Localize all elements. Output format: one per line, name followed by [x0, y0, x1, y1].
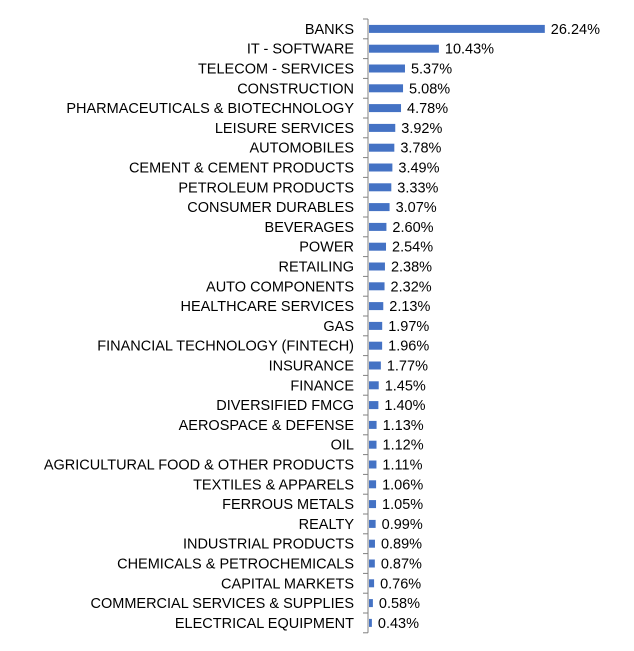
bar: [369, 519, 376, 528]
bar: [369, 559, 375, 568]
category-label: CAPITAL MARKETS: [221, 576, 354, 592]
bar: [369, 242, 387, 251]
category-label: CONSUMER DURABLES: [187, 200, 354, 216]
bar: [369, 321, 383, 330]
data-labels: 26.24% 10.43% 5.37% 5.08% 4.78% 3.92% 3.78% 3.4…: [378, 22, 600, 632]
bar: [369, 500, 377, 509]
bar: [369, 381, 379, 390]
category-label: DIVERSIFIED FMCG: [216, 398, 354, 414]
data-label: 2.32%: [391, 279, 432, 295]
bars: [369, 24, 545, 627]
bar: [369, 361, 381, 370]
data-label: 1.12%: [383, 438, 424, 454]
data-label: 0.43%: [378, 616, 419, 632]
data-label: 0.99%: [382, 517, 423, 533]
category-label: TEXTILES & APPARELS: [193, 477, 354, 493]
category-label: INSURANCE: [269, 359, 355, 375]
data-label: 1.05%: [382, 497, 423, 513]
category-label: BEVERAGES: [265, 220, 354, 236]
category-label: OIL: [331, 438, 354, 454]
data-label: 0.89%: [381, 537, 422, 553]
category-label: REALTY: [299, 517, 355, 533]
data-label: 0.58%: [379, 596, 420, 612]
data-label: 4.78%: [407, 101, 448, 117]
bar: [369, 618, 372, 627]
bar: [369, 44, 439, 53]
bar: [369, 183, 392, 192]
data-label: 2.60%: [392, 220, 433, 236]
bar: [369, 163, 393, 172]
category-label: AEROSPACE & DEFENSE: [179, 418, 355, 434]
bar: [369, 203, 390, 212]
data-label: 10.43%: [445, 42, 494, 58]
data-label: 2.54%: [392, 240, 433, 256]
data-label: 1.11%: [382, 458, 422, 474]
data-label: 5.08%: [409, 81, 450, 97]
bar: [369, 64, 405, 73]
bar: [369, 440, 377, 449]
data-label: 0.76%: [380, 576, 421, 592]
data-label: 26.24%: [551, 22, 600, 38]
bar: [369, 401, 379, 410]
data-label: 2.13%: [389, 299, 430, 315]
bar: [369, 579, 375, 588]
category-label: TELECOM - SERVICES: [198, 62, 354, 78]
category-label: FINANCIAL TECHNOLOGY (FINTECH): [97, 339, 354, 355]
category-label: CONSTRUCTION: [237, 81, 354, 97]
data-label: 3.33%: [397, 180, 438, 196]
bar: [369, 460, 377, 469]
category-label: AUTOMOBILES: [250, 141, 354, 157]
category-label: CEMENT & CEMENT PRODUCTS: [129, 161, 354, 177]
category-label: CHEMICALS & PETROCHEMICALS: [117, 557, 354, 573]
bar: [369, 222, 387, 231]
bar: [369, 341, 383, 350]
bar: [369, 123, 396, 132]
data-label: 1.77%: [387, 359, 428, 375]
data-label: 5.37%: [411, 62, 452, 78]
bar: [369, 84, 404, 93]
category-label: RETAILING: [279, 260, 354, 276]
data-label: 1.97%: [388, 319, 429, 335]
data-label: 1.06%: [382, 477, 423, 493]
category-label: IT - SOFTWARE: [247, 42, 354, 58]
data-label: 2.38%: [391, 260, 432, 276]
category-label: POWER: [299, 240, 354, 256]
category-label: COMMERCIAL SERVICES & SUPPLIES: [91, 596, 355, 612]
data-label: 1.40%: [384, 398, 425, 414]
bar: [369, 24, 545, 33]
category-label: ELECTRICAL EQUIPMENT: [175, 616, 354, 632]
bar: [369, 302, 384, 311]
data-label: 3.78%: [400, 141, 441, 157]
data-label: 3.07%: [396, 200, 437, 216]
bar: [369, 420, 377, 429]
category-label: HEALTHCARE SERVICES: [180, 299, 354, 315]
bar: [369, 282, 385, 291]
category-labels: BANKS IT - SOFTWARE TELECOM - SERVICES CONS…: [44, 22, 354, 632]
category-label: PETROLEUM PRODUCTS: [178, 180, 354, 196]
category-label: GAS: [323, 319, 354, 335]
category-label: AUTO COMPONENTS: [206, 279, 354, 295]
category-label: LEISURE SERVICES: [215, 121, 354, 137]
category-axis: [363, 18, 369, 634]
data-label: 3.92%: [401, 121, 442, 137]
bar: [369, 104, 402, 113]
bar: [369, 539, 375, 548]
category-label: PHARMACEUTICALS & BIOTECHNOLOGY: [66, 101, 354, 117]
bar: [369, 480, 377, 489]
data-label: 3.49%: [398, 161, 439, 177]
data-label: 0.87%: [381, 557, 422, 573]
data-label: 1.96%: [388, 339, 429, 355]
bar: [369, 143, 395, 152]
category-label: INDUSTRIAL PRODUCTS: [183, 537, 354, 553]
data-label: 1.45%: [385, 378, 426, 394]
category-label: FINANCE: [290, 378, 354, 394]
data-label: 1.13%: [383, 418, 424, 434]
category-label: AGRICULTURAL FOOD & OTHER PRODUCTS: [44, 458, 354, 474]
bar: [369, 262, 385, 271]
bar: [369, 599, 373, 608]
category-label: BANKS: [305, 22, 354, 38]
category-label: FERROUS METALS: [222, 497, 354, 513]
